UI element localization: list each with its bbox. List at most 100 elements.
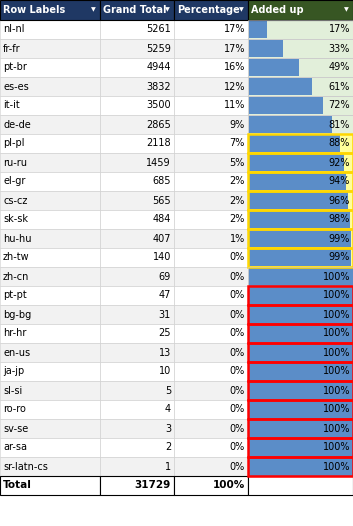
Bar: [0, 248, 100, 267]
Bar: [248, 210, 353, 229]
Text: Added up: Added up: [251, 5, 304, 15]
Text: 16%: 16%: [223, 63, 245, 73]
Text: 100%: 100%: [323, 442, 350, 452]
Text: nl-nl: nl-nl: [3, 25, 24, 35]
Bar: [100, 286, 174, 305]
Bar: [248, 191, 353, 210]
Bar: [0, 267, 100, 286]
Bar: [174, 96, 248, 115]
Bar: [174, 248, 248, 267]
Bar: [0, 400, 100, 419]
Bar: [0, 191, 100, 210]
Bar: [100, 153, 174, 172]
Text: pl-pl: pl-pl: [3, 138, 24, 148]
Bar: [249, 135, 340, 152]
Bar: [248, 229, 353, 248]
Text: 2865: 2865: [146, 119, 171, 129]
Text: 100%: 100%: [213, 480, 245, 491]
Text: sr-latn-cs: sr-latn-cs: [3, 461, 48, 471]
Text: 10: 10: [159, 367, 171, 377]
Bar: [100, 343, 174, 362]
Text: 11%: 11%: [223, 100, 245, 110]
Bar: [0, 77, 100, 96]
Text: 96%: 96%: [329, 196, 350, 206]
Text: 100%: 100%: [323, 461, 350, 471]
Bar: [248, 39, 353, 58]
Bar: [0, 153, 100, 172]
Text: 94%: 94%: [329, 177, 350, 187]
Text: 3: 3: [165, 423, 171, 433]
Bar: [0, 134, 100, 153]
Bar: [174, 400, 248, 419]
Bar: [248, 96, 353, 115]
Text: 69: 69: [159, 271, 171, 281]
Text: ▼: ▼: [164, 7, 169, 13]
Text: 1459: 1459: [146, 157, 171, 167]
Text: 0%: 0%: [230, 367, 245, 377]
Text: ru-ru: ru-ru: [3, 157, 27, 167]
Text: zh-tw: zh-tw: [3, 252, 30, 262]
Text: 100%: 100%: [323, 290, 350, 300]
Bar: [100, 210, 174, 229]
Bar: [0, 115, 100, 134]
Text: ▼: ▼: [343, 7, 348, 13]
Bar: [0, 343, 100, 362]
Text: 100%: 100%: [323, 329, 350, 339]
Bar: [248, 305, 353, 324]
Bar: [174, 134, 248, 153]
Bar: [0, 324, 100, 343]
Bar: [248, 0, 353, 20]
Bar: [100, 77, 174, 96]
Bar: [174, 324, 248, 343]
Text: cs-cz: cs-cz: [3, 196, 28, 206]
Bar: [248, 324, 353, 343]
Bar: [100, 115, 174, 134]
Bar: [0, 39, 100, 58]
Bar: [248, 134, 353, 153]
Text: 61%: 61%: [329, 82, 350, 92]
Text: ja-jp: ja-jp: [3, 367, 24, 377]
Bar: [174, 39, 248, 58]
Bar: [249, 173, 346, 190]
Text: 5%: 5%: [229, 157, 245, 167]
Bar: [174, 362, 248, 381]
Text: ▼: ▼: [239, 7, 243, 13]
Bar: [100, 400, 174, 419]
Text: 5: 5: [165, 386, 171, 396]
Bar: [248, 58, 353, 77]
Text: fr-fr: fr-fr: [3, 44, 20, 54]
Text: 484: 484: [152, 215, 171, 225]
Bar: [174, 457, 248, 476]
Text: 3500: 3500: [146, 100, 171, 110]
Bar: [0, 20, 100, 39]
Text: 0%: 0%: [230, 329, 245, 339]
Bar: [100, 457, 174, 476]
Bar: [100, 248, 174, 267]
Text: de-de: de-de: [3, 119, 31, 129]
Text: en-us: en-us: [3, 348, 30, 358]
Text: pt-br: pt-br: [3, 63, 27, 73]
Bar: [248, 381, 353, 400]
Text: 140: 140: [152, 252, 171, 262]
Bar: [248, 134, 353, 153]
Bar: [248, 191, 353, 210]
Bar: [174, 210, 248, 229]
Bar: [248, 267, 353, 286]
Bar: [248, 419, 353, 438]
Text: bg-bg: bg-bg: [3, 309, 31, 319]
Bar: [174, 20, 248, 39]
Bar: [0, 210, 100, 229]
Text: 5261: 5261: [146, 25, 171, 35]
Bar: [248, 305, 353, 324]
Text: 25: 25: [158, 329, 171, 339]
Text: 2: 2: [165, 442, 171, 452]
Bar: [248, 400, 353, 419]
Bar: [249, 59, 299, 76]
Bar: [100, 419, 174, 438]
Text: 17%: 17%: [223, 44, 245, 54]
Text: 100%: 100%: [323, 348, 350, 358]
Text: 2%: 2%: [229, 196, 245, 206]
Text: 17%: 17%: [329, 25, 350, 35]
Text: 72%: 72%: [328, 100, 350, 110]
Text: 5259: 5259: [146, 44, 171, 54]
